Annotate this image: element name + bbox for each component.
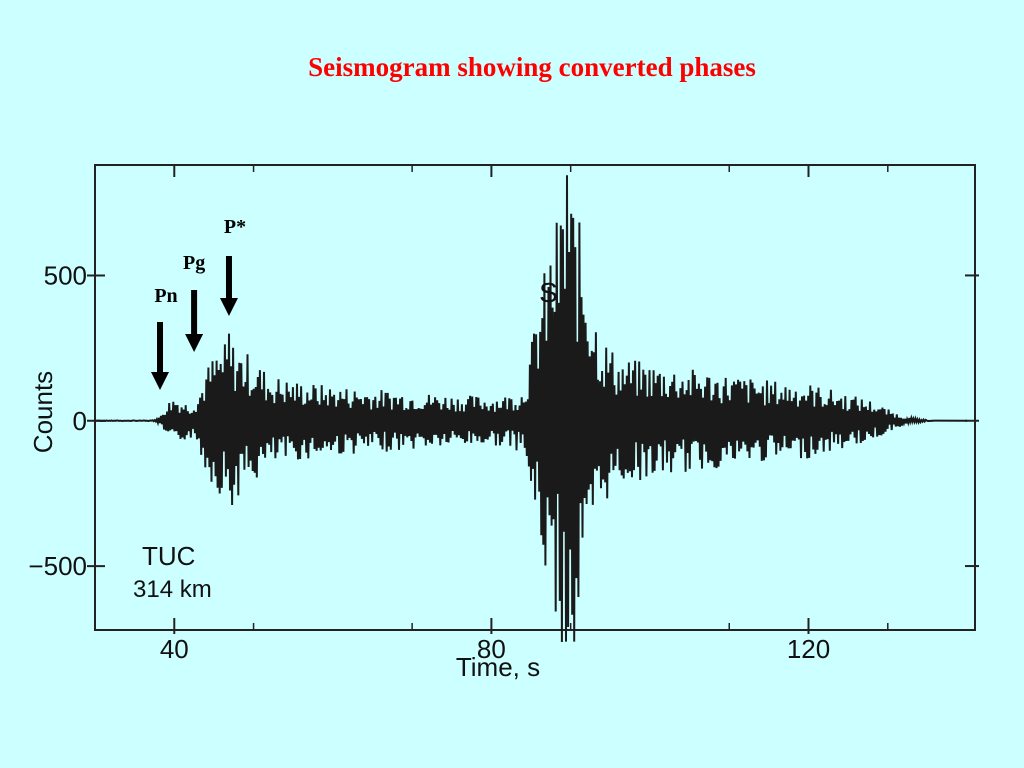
seismic-trace <box>94 175 968 643</box>
distance-label: 314 km <box>133 576 212 603</box>
y-tick-labels: 500 0 −500 <box>28 260 87 581</box>
tick-marks <box>87 165 979 634</box>
y-tick-label: 0 <box>73 406 87 436</box>
axis-labels: Time, s Counts <box>28 371 540 682</box>
phase-arrows: Pn Pg P* S <box>151 216 558 390</box>
station-label: TUC <box>142 541 195 571</box>
y-tick-label: −500 <box>28 551 87 581</box>
x-tick-label: 40 <box>160 634 189 664</box>
phase-label: P* <box>224 216 246 238</box>
phase-label: Pn <box>154 285 177 307</box>
y-axis-label: Counts <box>28 371 58 453</box>
phase-label: S <box>539 277 558 308</box>
phase-arrow-head <box>219 298 238 316</box>
phase-label: Pg <box>183 252 205 274</box>
x-tick-label: 120 <box>787 634 830 664</box>
phase-arrow-head <box>185 334 204 352</box>
plot-frame <box>94 164 976 631</box>
slide-title: Seismogram showing converted phases <box>308 52 756 82</box>
x-tick-labels: 40 80 120 <box>160 634 830 664</box>
trace-line <box>94 175 968 643</box>
station-annotation: TUC 314 km <box>133 541 212 603</box>
y-tick-label: 500 <box>44 260 87 290</box>
x-tick-label: 80 <box>477 634 506 664</box>
x-axis-label: Time, s <box>456 652 540 682</box>
phase-arrow-head <box>151 372 170 390</box>
